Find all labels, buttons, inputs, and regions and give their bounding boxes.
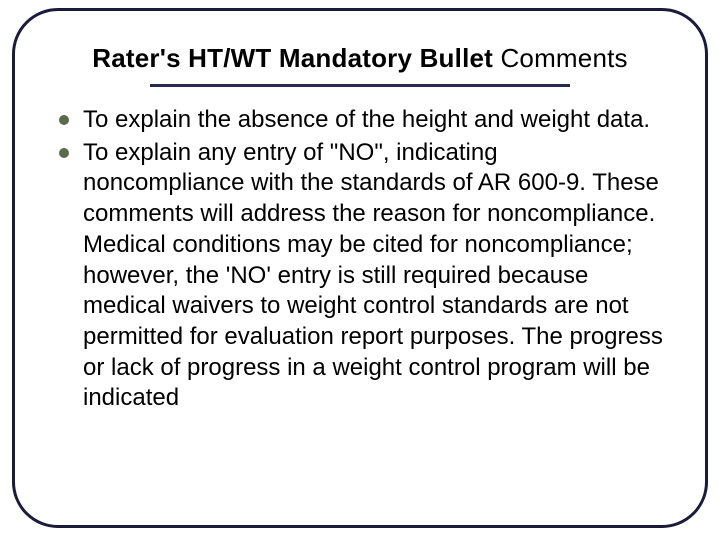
slide-title: Rater's HT/WT Mandatory Bullet Comments	[51, 43, 669, 74]
bullet-text: To explain any entry of "NO", indicating…	[83, 139, 663, 412]
slide: Rater's HT/WT Mandatory Bullet Comments …	[0, 0, 720, 540]
bullet-text: To explain the absence of the height and…	[83, 106, 650, 133]
title-underline	[150, 84, 570, 87]
list-item: To explain the absence of the height and…	[57, 105, 665, 136]
title-bold-part: Rater's HT/WT Mandatory Bullet	[92, 43, 493, 73]
list-item: To explain any entry of "NO", indicating…	[57, 138, 665, 414]
bullet-list: To explain the absence of the height and…	[51, 105, 669, 414]
slide-frame: Rater's HT/WT Mandatory Bullet Comments …	[12, 8, 708, 528]
title-rest-part: Comments	[493, 43, 628, 73]
